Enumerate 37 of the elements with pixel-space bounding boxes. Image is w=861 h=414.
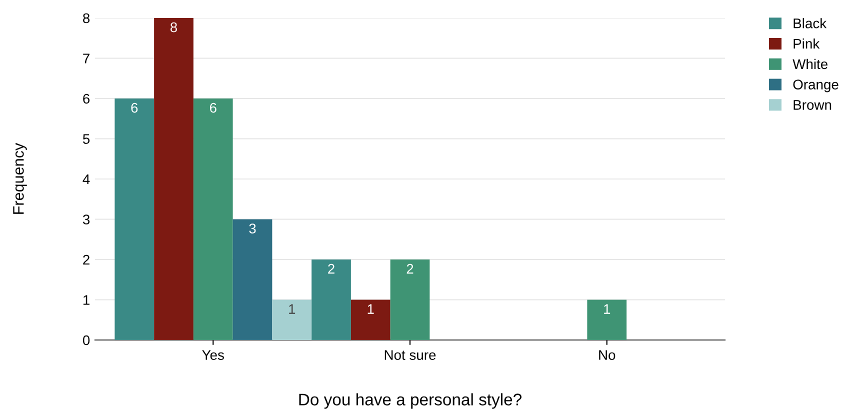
y-tick-label: 8 [83,13,90,24]
legend-label: Pink [794,38,820,49]
data-label: 1 [604,304,610,314]
y-tick-label: 1 [83,295,90,305]
legend-label: Black [794,18,827,28]
bar [232,219,272,340]
data-label: 8 [170,22,178,32]
bar [193,98,233,340]
data-label: 1 [368,304,374,314]
y-tick-label: 7 [83,54,90,64]
y-tick-label: 6 [83,94,90,104]
bar [154,18,194,340]
x-tick-label: Not sure [384,350,436,360]
y-tick-label: 5 [82,134,90,144]
data-label: 3 [249,224,256,234]
y-tick-label: 0 [82,335,90,346]
bar [390,260,430,340]
y-tick-label: 2 [83,254,90,265]
y-tick-label: 3 [82,214,90,224]
x-tick-label: No [599,350,616,360]
y-axis-title: Frequency [13,142,27,214]
x-tick-label: Yes [202,350,224,360]
x-axis-title: Do you have a personal style? [299,393,522,409]
data-label: 2 [328,264,334,274]
bar [312,260,351,340]
bar [587,300,627,340]
data-label: 2 [406,264,414,274]
data-label: 6 [131,102,138,113]
data-label: 1 [289,304,296,314]
bar [350,300,390,340]
bar [114,98,154,340]
legend-label: Brown [794,100,832,110]
data-label: 6 [210,102,216,113]
bar [272,300,312,340]
legend-label: White [792,58,828,70]
legend-label: Orange [793,80,838,92]
y-tick-label: 4 [82,174,90,184]
